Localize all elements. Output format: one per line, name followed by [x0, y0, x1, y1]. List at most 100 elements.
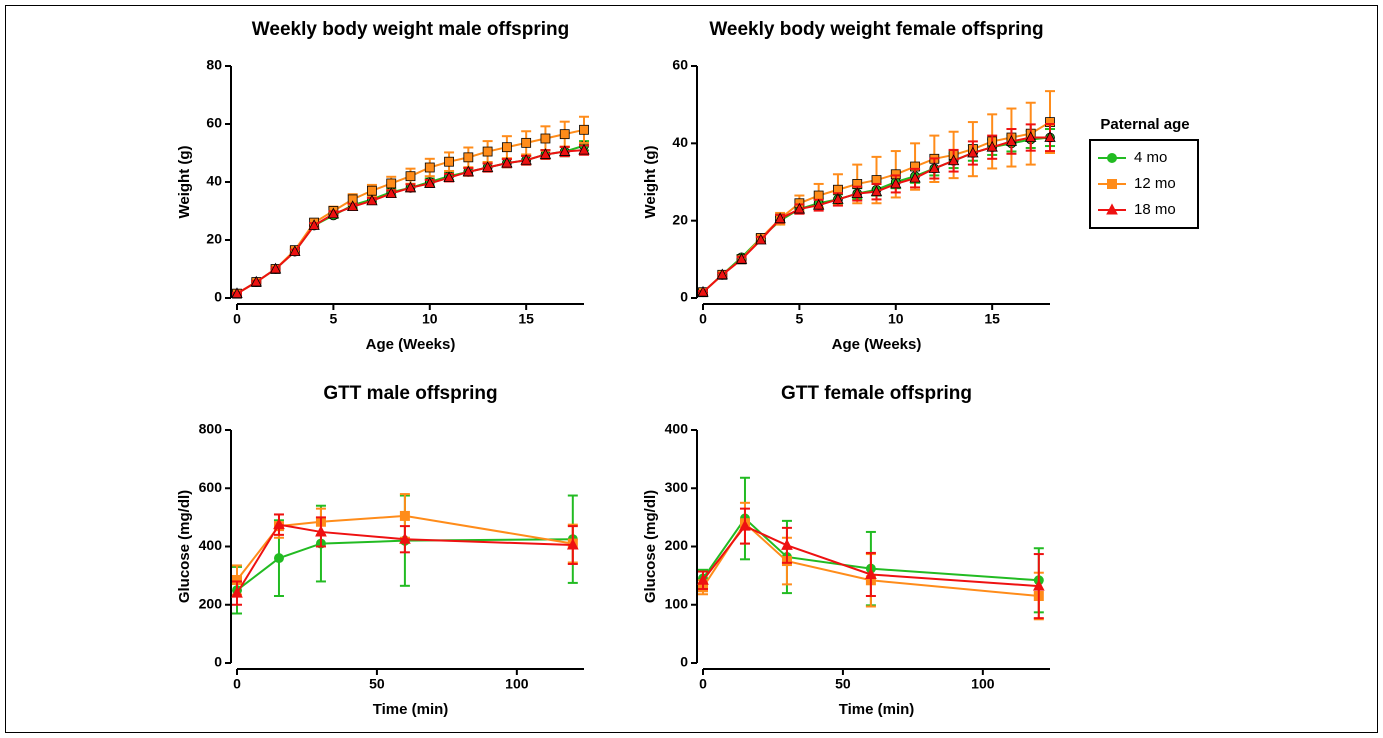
series: [232, 115, 589, 299]
data-point: [250, 275, 262, 287]
series: [697, 123, 1056, 297]
data-point: [273, 553, 284, 564]
data-point: [755, 233, 767, 245]
data-point: [832, 193, 844, 204]
y-tick-label: 0: [680, 289, 688, 305]
y-tick-label: 100: [665, 595, 689, 611]
data-point: [986, 140, 998, 152]
x-tick-label: 10: [422, 311, 438, 327]
y-tick-label: 60: [672, 57, 688, 73]
data-point: [481, 161, 494, 172]
data-point: [231, 287, 243, 299]
data-point: [697, 573, 709, 585]
data-point: [967, 146, 979, 158]
data-point: [482, 146, 493, 157]
legend-title: Paternal age: [1100, 116, 1189, 133]
y-tick-label: 60: [206, 115, 222, 131]
series-line: [236, 128, 585, 295]
series: [698, 128, 1055, 298]
chart-title: GTT female offspring: [781, 383, 972, 404]
x-tick-label: 100: [505, 676, 529, 692]
data-point: [273, 518, 285, 530]
data-point: [559, 129, 570, 140]
y-tick-label: 300: [665, 479, 689, 495]
data-point: [813, 190, 824, 201]
data-point: [774, 212, 786, 224]
y-axis-label: Glucose (mg/dl): [176, 490, 193, 603]
data-point: [501, 156, 513, 168]
frame: [5, 5, 1378, 733]
data-point: [909, 171, 921, 183]
x-axis-label: Time (min): [839, 701, 915, 718]
data-point: [813, 198, 825, 210]
legend-marker: [1106, 203, 1118, 215]
legend-label: 4 mo: [1134, 149, 1167, 166]
y-axis-label: Glucose (mg/dl): [642, 490, 659, 603]
data-point: [289, 245, 301, 257]
data-point: [739, 519, 751, 531]
series: [231, 143, 590, 299]
data-point: [315, 525, 327, 537]
data-point: [1025, 131, 1037, 142]
data-point: [1005, 135, 1018, 146]
data-point: [385, 187, 397, 199]
data-point: [793, 202, 806, 214]
data-point: [781, 538, 793, 550]
y-axis-label: Weight (g): [642, 145, 659, 218]
x-axis-label: Age (Weeks): [366, 336, 456, 353]
x-tick-label: 50: [835, 676, 851, 692]
y-tick-label: 200: [665, 537, 689, 553]
data-point: [566, 538, 579, 550]
series-line: [702, 121, 1051, 293]
data-point: [405, 171, 416, 182]
data-point: [851, 187, 863, 199]
legend-label: 18 mo: [1134, 201, 1176, 218]
y-tick-label: 0: [214, 654, 222, 670]
chart-title: Weekly body weight female offspring: [709, 19, 1043, 40]
y-tick-label: 40: [672, 134, 688, 150]
y-tick-label: 400: [665, 421, 689, 437]
data-point: [444, 156, 454, 167]
data-point: [1044, 131, 1056, 142]
data-point: [367, 185, 377, 196]
data-point: [865, 567, 877, 579]
data-point: [366, 194, 378, 206]
data-point: [269, 262, 282, 274]
data-point: [578, 143, 590, 155]
data-point: [716, 268, 728, 280]
x-axis-label: Time (min): [373, 701, 449, 718]
series: [232, 140, 589, 299]
data-point: [386, 178, 397, 189]
x-tick-label: 15: [518, 311, 534, 327]
y-tick-label: 200: [199, 595, 223, 611]
data-point: [539, 148, 552, 159]
data-point: [928, 162, 940, 173]
x-axis-label: Age (Weeks): [832, 336, 922, 353]
data-point: [520, 153, 532, 165]
y-tick-label: 800: [199, 421, 223, 437]
x-tick-label: 10: [888, 311, 904, 327]
data-point: [424, 162, 435, 173]
data-point: [890, 177, 902, 189]
data-point: [404, 181, 417, 193]
y-tick-label: 20: [206, 231, 222, 247]
data-point: [540, 133, 551, 144]
data-point: [870, 185, 883, 197]
x-tick-label: 0: [233, 676, 241, 692]
x-tick-label: 100: [971, 676, 995, 692]
chart-title: Weekly body weight male offspring: [252, 19, 569, 40]
y-tick-label: 0: [680, 654, 688, 670]
y-tick-label: 40: [206, 173, 222, 189]
data-point: [559, 145, 571, 156]
data-point: [399, 510, 410, 521]
data-point: [424, 177, 436, 188]
data-point: [347, 200, 359, 212]
y-tick-label: 80: [206, 57, 222, 73]
series: [697, 507, 1045, 620]
x-tick-label: 5: [795, 311, 803, 327]
x-tick-label: 0: [233, 311, 241, 327]
legend-marker: [1107, 153, 1117, 163]
data-point: [308, 219, 320, 230]
x-tick-label: 15: [984, 311, 1000, 327]
